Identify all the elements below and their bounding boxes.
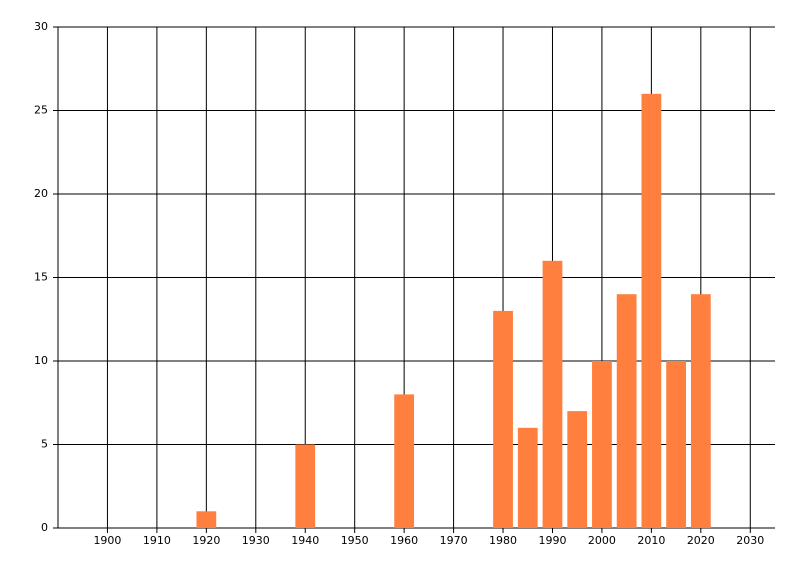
bar [493,310,513,528]
x-tick-label: 1990 [538,534,566,547]
x-tick-label: 2020 [687,534,715,547]
bar [295,444,316,528]
bar [542,260,563,528]
bar [517,427,538,528]
x-tick-label: 1910 [143,534,171,547]
x-tick-label: 1970 [440,534,468,547]
bar [666,361,686,528]
x-tick-label: 2030 [736,534,764,547]
x-tick-label: 1940 [291,534,319,547]
y-tick-label: 15 [34,271,48,284]
y-tick-label: 10 [34,354,48,367]
y-tick-label: 5 [41,438,48,451]
x-tick-label: 1960 [390,534,418,547]
y-tick-label: 20 [34,187,48,200]
bar [567,411,588,528]
bar [592,361,612,528]
x-tick-label: 1900 [93,534,121,547]
x-tick-label: 2010 [637,534,665,547]
bar [641,93,662,529]
y-tick-label: 25 [34,104,48,117]
x-tick-label: 1950 [341,534,369,547]
x-tick-label: 1920 [192,534,220,547]
bar [690,294,711,528]
x-tick-label: 2000 [588,534,616,547]
y-tick-label: 0 [41,521,48,534]
y-tick-label: 30 [34,20,48,33]
x-tick-label: 1980 [489,534,517,547]
bar [196,511,217,528]
bar [394,394,415,528]
bar [616,294,637,528]
x-tick-label: 1930 [242,534,270,547]
